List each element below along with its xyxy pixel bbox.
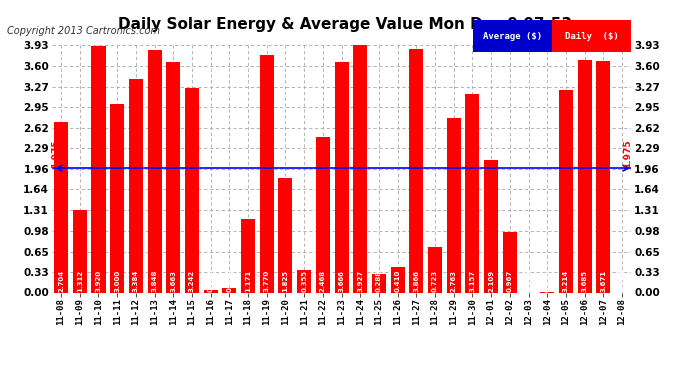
Bar	[446, 118, 461, 292]
Bar	[596, 61, 611, 292]
Text: Average ($): Average ($)	[483, 32, 542, 41]
Bar	[72, 210, 87, 292]
Text: Copyright 2013 Cartronics.com: Copyright 2013 Cartronics.com	[7, 26, 160, 36]
Text: 3.157: 3.157	[469, 270, 475, 292]
Bar	[353, 45, 367, 292]
Bar	[204, 291, 217, 292]
Text: 1.312: 1.312	[77, 270, 83, 292]
Bar	[391, 267, 404, 292]
Text: 3.663: 3.663	[170, 270, 176, 292]
Text: 0.000: 0.000	[619, 270, 625, 292]
Text: 3.927: 3.927	[357, 270, 363, 292]
Text: 3.866: 3.866	[413, 270, 420, 292]
Bar	[409, 49, 424, 292]
Text: 1.825: 1.825	[282, 270, 288, 292]
Text: 1.975: 1.975	[623, 140, 632, 168]
Bar	[484, 160, 498, 292]
Text: 3.384: 3.384	[133, 270, 139, 292]
Bar	[110, 104, 124, 292]
Text: 2.109: 2.109	[488, 270, 494, 292]
Text: 3.920: 3.920	[95, 270, 101, 292]
Text: 3.685: 3.685	[582, 270, 588, 292]
Bar	[503, 232, 517, 292]
Text: 3.848: 3.848	[152, 270, 157, 292]
Text: 2.763: 2.763	[451, 270, 457, 292]
Text: 0.288: 0.288	[376, 270, 382, 292]
Bar	[578, 60, 591, 292]
Text: 0.064: 0.064	[226, 270, 233, 292]
Bar	[92, 46, 106, 292]
Text: 2.468: 2.468	[320, 270, 326, 292]
Text: 0.355: 0.355	[301, 270, 307, 292]
Bar	[279, 178, 293, 292]
Bar	[259, 55, 274, 292]
Text: 1.975: 1.975	[51, 140, 60, 168]
Bar	[241, 219, 255, 292]
Bar	[129, 80, 143, 292]
Text: 1.171: 1.171	[245, 270, 251, 292]
Text: 3.671: 3.671	[600, 270, 607, 292]
Text: Daily Solar Energy & Average Value Mon Dec 9 07:53: Daily Solar Energy & Average Value Mon D…	[118, 17, 572, 32]
Text: 0.011: 0.011	[544, 270, 550, 292]
Text: 3.666: 3.666	[339, 270, 344, 292]
Bar	[297, 270, 311, 292]
Bar	[54, 122, 68, 292]
Bar	[466, 94, 480, 292]
Bar	[222, 288, 237, 292]
Bar	[316, 137, 330, 292]
Text: 3.000: 3.000	[114, 270, 120, 292]
Text: 2.704: 2.704	[58, 270, 64, 292]
Text: 0.410: 0.410	[395, 270, 401, 292]
Bar	[428, 247, 442, 292]
Text: 3.770: 3.770	[264, 270, 270, 292]
Bar	[166, 62, 180, 292]
Text: 3.214: 3.214	[563, 270, 569, 292]
Text: 0.032: 0.032	[208, 270, 214, 292]
Text: Daily  ($): Daily ($)	[565, 32, 618, 41]
Bar	[372, 274, 386, 292]
Text: 0.000: 0.000	[526, 270, 531, 292]
Bar	[185, 88, 199, 292]
Bar	[148, 50, 161, 292]
Bar	[335, 62, 348, 292]
Text: 3.242: 3.242	[189, 270, 195, 292]
Text: 0.967: 0.967	[507, 270, 513, 292]
Bar	[559, 90, 573, 292]
Text: 0.723: 0.723	[432, 270, 438, 292]
